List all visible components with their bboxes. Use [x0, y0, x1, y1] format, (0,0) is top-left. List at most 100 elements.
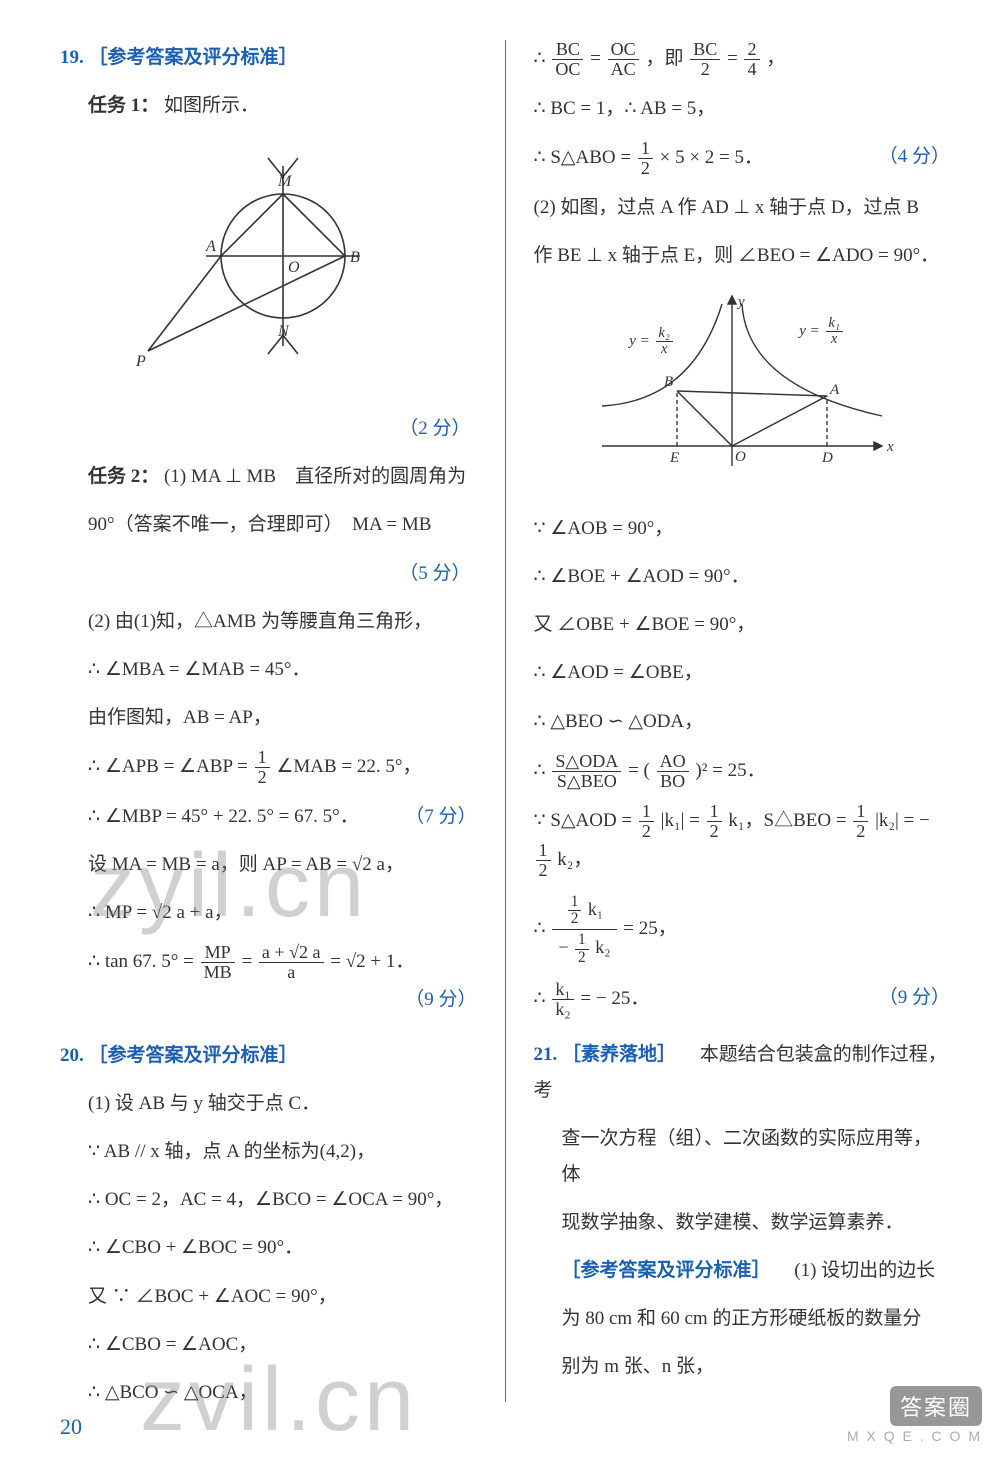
page: 19. ［参考答案及评分标准］ 任务 1： 如图所示．: [0, 0, 1000, 1462]
frac-bcoc: BC OC: [552, 40, 583, 79]
q21-line2: ［参考答案及评分标准］ (1) 设切出的边长: [534, 1253, 951, 1289]
frac-24: 2 4: [744, 40, 759, 79]
figure-2: y x O A B D E y = k₁x: [534, 286, 951, 499]
figure-2-svg: y x O A B D E y = k₁x: [582, 286, 902, 486]
svg-text:x: x: [886, 439, 894, 455]
r11: ∴ S△ODA S△BEO = ( AO BO )² = 25．: [534, 752, 951, 791]
task1-text: 如图所示．: [164, 95, 259, 116]
t2-line3: ∴ ∠MBA = ∠MAB = 45°．: [60, 652, 477, 688]
score-9: （9 分）: [405, 982, 476, 1018]
t2-line9-mid: =: [241, 951, 256, 972]
fig1-label-M: M: [277, 173, 293, 190]
score-4: （4 分）: [879, 139, 950, 175]
q20-l2: ∵ AB // x 轴，点 A 的坐标为(4,2)，: [60, 1134, 477, 1170]
q20-number: 20.: [60, 1045, 84, 1066]
brand-sub: M X Q E . C O M: [847, 1428, 982, 1444]
frac-half-r3: 1 2: [638, 139, 653, 178]
r7: ∴ ∠BOE + ∠AOD = 90°．: [534, 559, 951, 595]
q20-l5: 又 ∵ ∠BOC + ∠AOC = 90°，: [60, 1279, 477, 1315]
q20-l4: ∴ ∠CBO + ∠BOC = 90°．: [60, 1230, 477, 1266]
q21-body2: 查一次方程（组）、二次函数的实际应用等，体: [534, 1121, 951, 1193]
q21-body6: 别为 m 张、n 张，: [534, 1349, 951, 1385]
fig2-B: B: [664, 374, 673, 390]
page-number: 20: [60, 1414, 82, 1440]
t2-line1b: 90°（答案不唯一，合理即可） MA = MB: [60, 507, 477, 543]
q20-l6: ∴ ∠CBO = ∠AOC，: [60, 1327, 477, 1363]
t2-line5-post: ∠MAB = 22. 5°，: [276, 756, 421, 777]
frac-k1k2: k₁ k₂: [552, 980, 573, 1019]
frac-aobo: AO BO: [657, 752, 689, 791]
right-column: ∴ BC OC = OC AC ，即 BC 2 = 2: [506, 40, 951, 1402]
r6: ∵ ∠AOB = 90°，: [534, 511, 951, 547]
fig1-label-A: A: [205, 238, 216, 255]
fig1-label-B: B: [350, 249, 360, 266]
corner-brand: 答案圈 M X Q E . C O M: [847, 1386, 982, 1444]
left-column: 19. ［参考答案及评分标准］ 任务 1： 如图所示．: [60, 40, 506, 1402]
fig2-E: E: [669, 450, 679, 466]
t2-line9: ∴ tan 67. 5° = MP MB = a + √2 a a = √2 +…: [60, 943, 477, 1018]
frac-bc2: BC 2: [690, 40, 720, 79]
q20-l1: (1) 设 AB 与 y 轴交于点 C．: [60, 1086, 477, 1122]
q19-heading-line: 19. ［参考答案及评分标准］: [60, 40, 477, 76]
q20-heading-line: 20. ［参考答案及评分标准］: [60, 1038, 477, 1074]
fig1-label-O: O: [288, 259, 300, 276]
t2-line5-pre: ∴ ∠APB = ∠ABP =: [88, 756, 253, 777]
score-7: （7 分）: [405, 799, 476, 835]
r8: 又 ∠OBE + ∠BOE = 90°，: [534, 607, 951, 643]
q20-l3: ∴ OC = 2，AC = 4，∠BCO = ∠OCA = 90°，: [60, 1182, 477, 1218]
r1: ∴ BC OC = OC AC ，即 BC 2 = 2: [534, 40, 951, 79]
t2-line4: 由作图知，AB = AP，: [60, 700, 477, 736]
q21-head2: ［参考答案及评分标准］: [562, 1260, 771, 1281]
svg-text:y: y: [736, 294, 745, 310]
task1-label: 任务 1：: [88, 95, 159, 116]
fig2-O: O: [735, 449, 746, 465]
r2: ∴ BC = 1，∴ AB = 5，: [534, 91, 951, 127]
frac-half-1: 1 2: [255, 748, 270, 787]
figure-1: M N A B O P: [60, 136, 477, 399]
r10: ∴ △BEO ∽ △ODA，: [534, 704, 951, 740]
score-5: （5 分）: [60, 556, 477, 592]
q21-body4: (1) 设切出的边长: [775, 1260, 935, 1281]
fig1-label-N: N: [277, 323, 290, 340]
figure-1-svg: M N A B O P: [118, 136, 418, 386]
t2-line1: 任务 2： (1) MA ⊥ MB 直径所对的圆周角为: [60, 459, 477, 495]
q20-l7: ∴ △BCO ∽ △OCA，: [60, 1375, 477, 1411]
t2-line2: (2) 由(1)知，△AMB 为等腰直角三角形，: [60, 604, 477, 640]
q21-number: 21.: [534, 1044, 558, 1065]
fig1-label-P: P: [135, 353, 146, 370]
frac-mpmb: MP MB: [201, 943, 235, 982]
r12: ∵ S△AOD = 12 |k₁| = 12 k₁，S△BEO = 12 |k₂…: [534, 802, 951, 880]
t2-line8: ∴ MP = √2 a + a，: [60, 895, 477, 931]
r13: ∴ 12 k₁ − 12 k₂ = 25，: [534, 892, 951, 967]
t2-line9-pre: ∴ tan 67. 5° =: [88, 951, 199, 972]
q20-heading: ［参考答案及评分标准］: [89, 1045, 298, 1066]
frac-soda: S△ODA S△BEO: [552, 752, 621, 791]
r4: (2) 如图，过点 A 作 AD ⊥ x 轴于点 D，过点 B: [534, 190, 951, 226]
brand-name: 答案圈: [890, 1386, 982, 1426]
task2-label: 任务 2：: [88, 466, 159, 487]
fig2-A: A: [829, 382, 840, 398]
frac-big: 12 k₁ − 12 k₂: [552, 892, 616, 967]
t2-line9-post: = √2 + 1．: [330, 951, 414, 972]
q21-body5: 为 80 cm 和 60 cm 的正方形硬纸板的数量分: [534, 1301, 951, 1337]
r3: ∴ S△ABO = 1 2 × 5 × 2 = 5． （4 分）: [534, 139, 951, 178]
q21-line1: 21. ［素养落地］ 本题结合包装盒的制作过程，考: [534, 1037, 951, 1109]
r5: 作 BE ⊥ x 轴于点 E，则 ∠BEO = ∠ADO = 90°．: [534, 238, 951, 274]
t2-line5: ∴ ∠APB = ∠ABP = 1 2 ∠MAB = 22. 5°，: [60, 748, 477, 787]
task1-line: 任务 1： 如图所示．: [60, 88, 477, 124]
q21-body3: 现数学抽象、数学建模、数学运算素养．: [534, 1205, 951, 1241]
r14: ∴ k₁ k₂ = − 25． （9 分）: [534, 980, 951, 1019]
t2-line1a: (1) MA ⊥ MB 直径所对的圆周角为: [164, 466, 466, 487]
two-column-layout: 19. ［参考答案及评分标准］ 任务 1： 如图所示．: [60, 40, 950, 1402]
fig2-D: D: [821, 450, 833, 466]
q19-number: 19.: [60, 47, 84, 68]
t2-line6: ∴ ∠MBP = 45° + 22. 5° = 67. 5°． （7 分）: [60, 799, 477, 835]
score-9r: （9 分）: [879, 980, 950, 1016]
q21-head1: ［素养落地］: [562, 1044, 676, 1065]
q19-heading: ［参考答案及评分标准］: [89, 47, 298, 68]
frac-ocac: OC AC: [608, 40, 639, 79]
frac-ar: a + √2 a a: [259, 943, 324, 982]
r9: ∴ ∠AOD = ∠OBE，: [534, 655, 951, 691]
score-2: （2 分）: [60, 411, 477, 447]
t2-line7: 设 MA = MB = a，则 AP = AB = √2 a，: [60, 847, 477, 883]
